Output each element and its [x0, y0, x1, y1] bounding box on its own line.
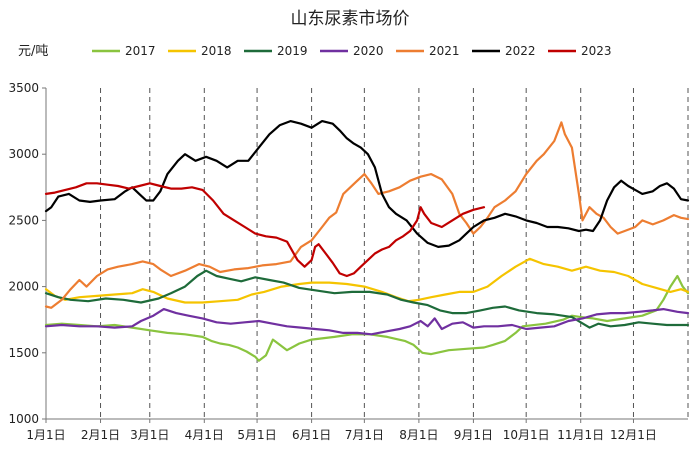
x-tick-label: 6月1日 — [292, 428, 331, 442]
x-tick-label: 1月1日 — [26, 428, 65, 442]
x-tick-label: 2月1日 — [81, 428, 120, 442]
legend-label-2023: 2023 — [581, 44, 612, 58]
series-line-2017 — [44, 274, 690, 362]
x-tick-label: 11月1日 — [557, 428, 604, 442]
gridlines — [100, 88, 689, 419]
legend-label-2017: 2017 — [125, 44, 156, 58]
series-line-2022 — [44, 120, 690, 248]
series-line-2018 — [44, 257, 690, 304]
y-tick-label: 2000 — [8, 280, 39, 294]
legend-label-2020: 2020 — [353, 44, 384, 58]
y-tick-label: 3000 — [8, 147, 39, 161]
legend: 2017 2018 2019 2020 2021 2022 2023 — [92, 44, 612, 58]
axes: 1000 1500 2000 2500 3000 3500 1月1日 2月1日 3月1日 4月1日… — [8, 81, 688, 442]
legend-label-2021: 2021 — [429, 44, 460, 58]
chart-title: 山东尿素市场价 — [291, 9, 410, 29]
x-tick-label: 10月1日 — [503, 428, 550, 442]
y-tick-label: 1500 — [8, 346, 39, 360]
y-tick-label: 3500 — [8, 81, 39, 95]
series-layer — [44, 120, 690, 362]
series-line-2023 — [44, 182, 486, 278]
legend-label-2022: 2022 — [505, 44, 536, 58]
y-tick-label: 1000 — [8, 412, 39, 426]
legend-label-2018: 2018 — [201, 44, 232, 58]
series-line-2020 — [44, 308, 690, 336]
y-tick-label: 2500 — [8, 213, 39, 227]
x-tick-label: 7月1日 — [345, 428, 384, 442]
series-line-2019 — [44, 269, 690, 329]
y-axis-unit-label: 元/吨 — [18, 44, 48, 59]
legend-label-2019: 2019 — [277, 44, 308, 58]
x-tick-label: 12月1日 — [610, 428, 657, 442]
series-line-2021 — [44, 121, 690, 309]
x-tick-label: 9月1日 — [454, 428, 493, 442]
x-tick-label: 8月1日 — [399, 428, 438, 442]
x-tick-label: 5月1日 — [237, 428, 276, 442]
x-tick-label: 4月1日 — [185, 428, 224, 442]
x-tick-label: 3月1日 — [130, 428, 169, 442]
